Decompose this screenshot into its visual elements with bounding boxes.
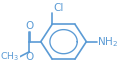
Text: Cl: Cl — [53, 3, 63, 13]
Text: NH$_2$: NH$_2$ — [97, 35, 118, 49]
Text: O: O — [25, 52, 34, 62]
Text: CH$_3$: CH$_3$ — [0, 50, 19, 63]
Text: O: O — [25, 21, 34, 31]
